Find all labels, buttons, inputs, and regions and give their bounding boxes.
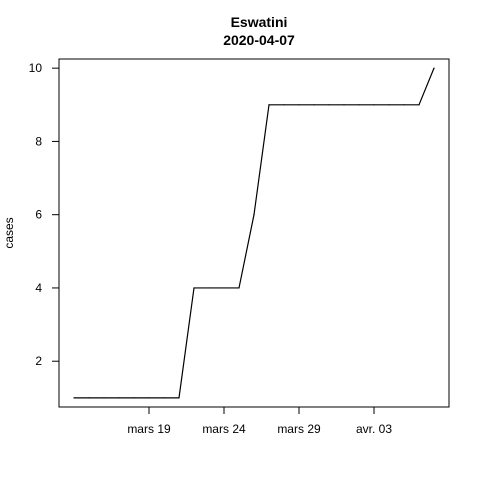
data-point (313, 104, 315, 106)
data-point (163, 397, 165, 399)
data-point (298, 104, 300, 106)
data-point (418, 104, 420, 106)
y-tick-label: 2 (35, 354, 42, 368)
y-tick-label: 6 (35, 208, 42, 222)
data-point (133, 397, 135, 399)
data-point (388, 104, 390, 106)
x-axis: mars 19 mars 24 mars 29 avr. 03 (127, 406, 392, 436)
x-tick-label: mars 29 (277, 422, 321, 436)
data-point (88, 397, 90, 399)
data-point (223, 287, 225, 289)
series-line (74, 67, 435, 399)
data-point (208, 287, 210, 289)
y-axis-title: cases (2, 217, 16, 248)
data-point (118, 397, 120, 399)
y-axis: 2 4 6 8 10 (29, 61, 60, 368)
y-tick-label: 8 (35, 134, 42, 148)
plot-frame (58, 58, 450, 408)
data-point (268, 104, 270, 106)
chart-subtitle: 2020-04-07 (223, 32, 295, 48)
chart-title: Eswatini (231, 14, 288, 30)
data-point (148, 397, 150, 399)
y-tick-label: 4 (35, 281, 42, 295)
data-point (238, 287, 240, 289)
data-point (73, 397, 75, 399)
data-point (358, 104, 360, 106)
data-point (343, 104, 345, 106)
data-point (253, 214, 255, 216)
data-point (373, 104, 375, 106)
x-tick-label: mars 19 (127, 422, 171, 436)
x-tick-label: mars 24 (202, 422, 246, 436)
x-tick-label: avr. 03 (356, 422, 392, 436)
data-point (433, 67, 435, 69)
y-tick-label: 10 (29, 61, 43, 75)
data-point (103, 397, 105, 399)
data-point (178, 397, 180, 399)
data-point (283, 104, 285, 106)
data-point (328, 104, 330, 106)
data-point (193, 287, 195, 289)
data-point (403, 104, 405, 106)
series-group (73, 67, 435, 399)
